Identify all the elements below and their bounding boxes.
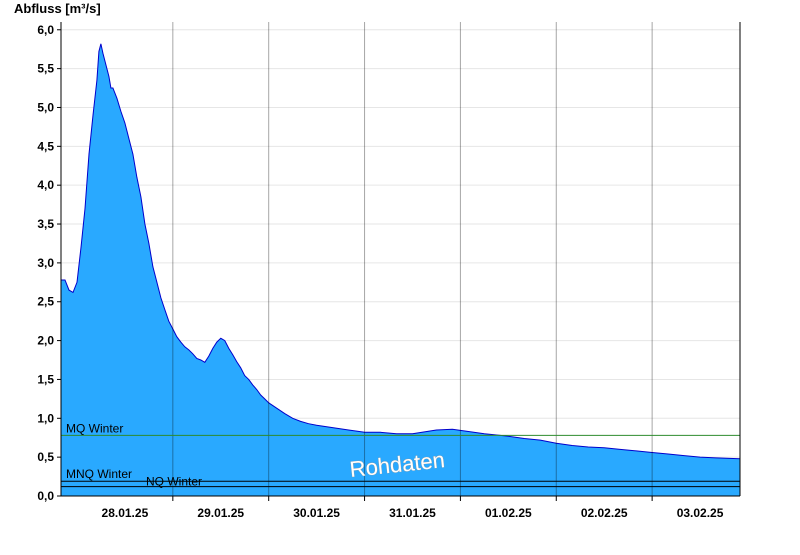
x-tick-label: 30.01.25: [293, 506, 340, 520]
y-tick-label: 2,0: [37, 334, 54, 348]
x-tick-label: 29.01.25: [197, 506, 244, 520]
y-tick-label: 1,0: [37, 411, 54, 425]
y-tick-label: 4,5: [37, 139, 54, 153]
y-axis-title: Abfluss [m³/s]: [14, 1, 101, 16]
reference-label: NQ Winter: [146, 475, 202, 489]
y-tick-label: 5,0: [37, 100, 54, 114]
x-tick-label: 31.01.25: [389, 506, 436, 520]
y-tick-label: 3,0: [37, 256, 54, 270]
y-tick-label: 1,5: [37, 372, 54, 386]
reference-label: MNQ Winter: [66, 467, 132, 481]
y-tick-label: 5,5: [37, 62, 54, 76]
series-area: [61, 43, 740, 497]
y-tick-label: 2,5: [37, 295, 54, 309]
reference-label: MQ Winter: [66, 421, 123, 435]
y-tick-label: 3,5: [37, 217, 54, 231]
x-tick-label: 02.02.25: [581, 506, 628, 520]
x-tick-label: 03.02.25: [677, 506, 724, 520]
y-tick-label: 0,5: [37, 450, 54, 464]
x-tick-label: 28.01.25: [102, 506, 149, 520]
x-tick-label: 01.02.25: [485, 506, 532, 520]
y-tick-label: 0,0: [37, 489, 54, 503]
y-tick-label: 6,0: [37, 23, 54, 37]
y-tick-label: 4,0: [37, 178, 54, 192]
